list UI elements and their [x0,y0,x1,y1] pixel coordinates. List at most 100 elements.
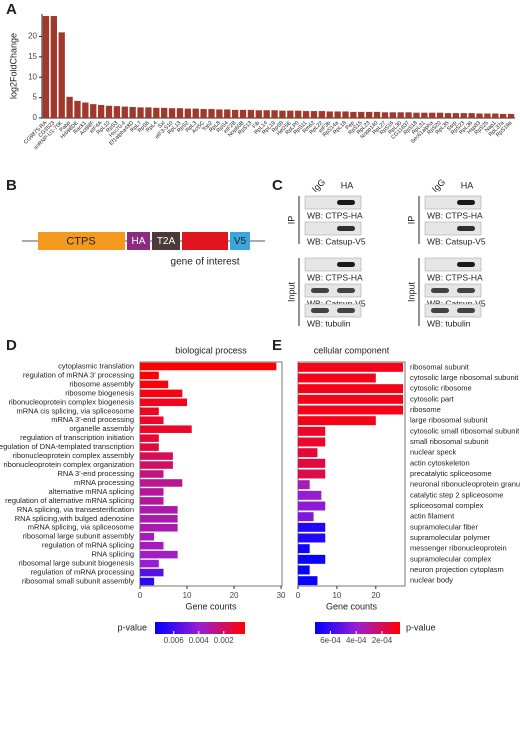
category-label: mRNA cis splicing, via spliceosome [16,406,134,415]
bar [168,108,176,118]
bar [140,452,173,460]
bar [436,112,444,118]
legend-tick-label: 2e-04 [372,636,393,645]
band [311,288,329,293]
bar [121,106,128,118]
wb-label: WB: tubulin [307,318,351,328]
bar [140,550,178,559]
bar [153,107,160,118]
bar [140,398,188,407]
section-label: Input [286,281,296,302]
bar [507,113,515,118]
category-label: RNA splicing [91,550,134,559]
bar [140,541,164,550]
construct: CTPS HA T2A V5 gene of interest [22,232,265,268]
wb-label: WB: CTPS-HA [307,272,363,282]
category-label: messenger ribonucleoprotein [410,544,507,553]
bar [140,425,192,433]
category-label: ribosomal subunit [410,362,470,371]
bar [140,532,155,541]
legend-colorbar [315,622,400,634]
category-label: nuclear speck [410,448,457,457]
category-label: supramolecular fiber [410,522,478,531]
legend-tick-label: 6e-04 [320,636,341,645]
band [431,308,449,313]
bar [298,576,318,586]
x-tick-label: 0 [138,591,143,600]
category-label: ribosomal large subunit assembly [23,532,135,541]
bar [140,506,178,514]
bar [298,544,310,554]
category-label: cytosolic small ribosomal subunit [410,426,520,435]
bar [42,16,50,118]
bar [140,461,173,469]
part-label: T2A [157,236,176,247]
legend-title: p-value [117,622,147,632]
bar [298,554,326,564]
y-tick-label: 5 [33,93,38,102]
bar [298,522,326,532]
x-tick-label: 30 [277,591,286,600]
category-label: regulation of mRNA 3' processing [23,370,134,379]
x-tick-label: 10 [332,591,341,600]
bar [298,565,310,575]
wb-label: WB: Catsup-V5 [307,298,366,308]
bar [90,104,97,118]
bar [161,107,168,118]
category-label: nuclear body [410,576,453,585]
bar [140,389,183,398]
bar [298,458,326,468]
category-label: cytosolic part [410,394,455,403]
blot [424,195,482,210]
bar [50,16,57,118]
bar [492,113,499,118]
section-label: IP [406,216,416,225]
panel-label: C [272,177,283,194]
bar [129,106,136,118]
category-label: ribosomal small subunit assembly [22,577,134,586]
bar [192,108,199,118]
y-tick-label: 20 [28,32,37,41]
bar [298,362,404,372]
bar [140,479,183,487]
legend-tick-label: 0.004 [189,636,210,645]
category-label: actin cytoskeleton [410,458,470,467]
band [457,308,475,313]
bar [298,501,326,511]
panel-label: E [272,337,282,354]
bar [429,112,436,118]
bar [381,112,389,118]
category-label: mRNA splicing, via spliceosome [28,523,134,532]
category-label: cytosolic large ribosomal subunit [410,373,519,382]
band [337,308,355,313]
category-label: neuron projection cytoplasm [410,565,504,574]
wb-label: WB: Catsup-V5 [427,298,486,308]
bar [318,111,326,118]
bar [66,96,73,118]
y-tick-label: 15 [28,52,37,61]
tag-box [127,232,150,250]
bar [476,113,483,118]
category-label: ribosome biogenesis [65,388,134,397]
bar [140,559,159,568]
bar [298,394,404,404]
lane-label: HA [461,180,474,190]
category-label: regulation of mRNA processing [31,568,134,577]
bar [298,533,326,543]
y-tick-label: 0 [33,113,38,122]
panel-label: A [6,1,17,18]
category-label: regulation of DNA-templated transcriptio… [0,442,134,451]
legend-colorbar [155,622,245,634]
category-label: ribosomal large subunit biogenesis [19,559,135,568]
x-tick-label: Fib [252,120,262,130]
wb-label: WB: CTPS-HA [307,210,363,220]
part-label: CTPS [66,235,95,247]
category-label: precatalytic spliceosome [410,469,492,478]
band [457,288,475,293]
bar [74,100,81,118]
bar [302,111,310,118]
wb-label: WB: CTPS-HA [427,210,483,220]
wb-label: WB: Catsup-V5 [427,236,486,246]
section-label: Input [406,281,416,302]
